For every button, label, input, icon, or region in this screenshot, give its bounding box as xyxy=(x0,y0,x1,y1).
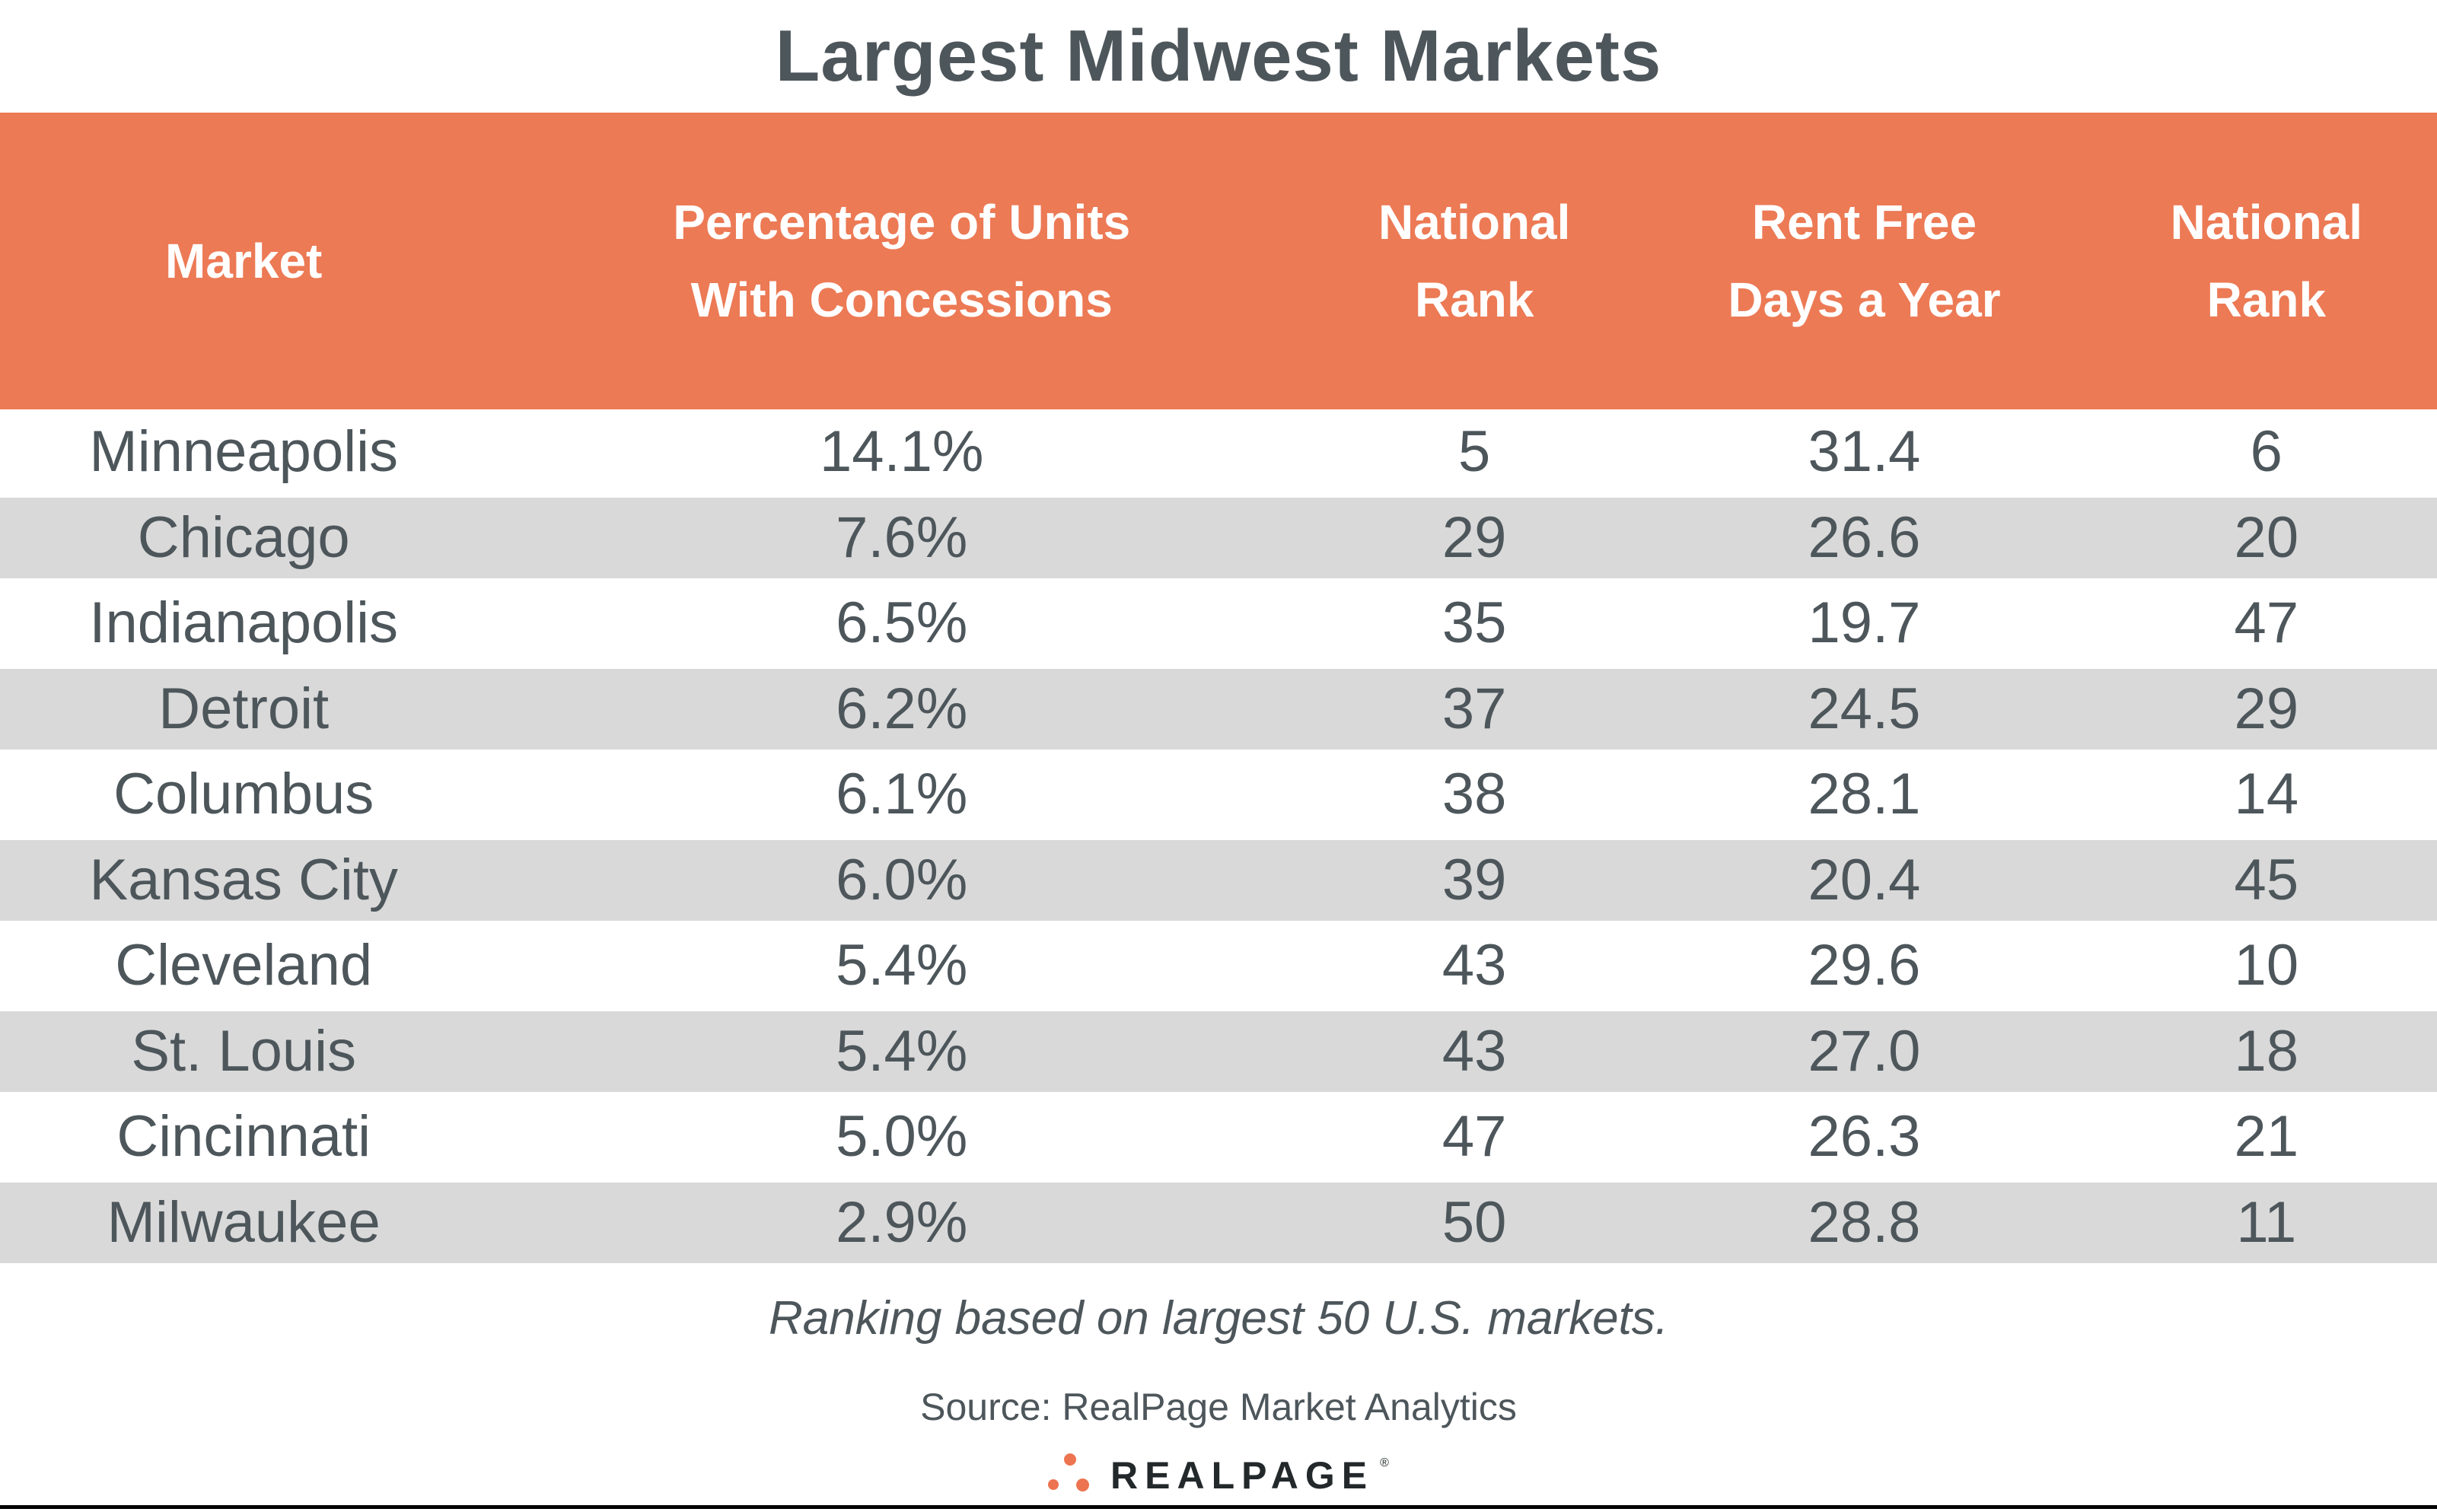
rent-free-days-cell: 26.6 xyxy=(1808,505,1921,570)
registered-trademark-icon: ® xyxy=(1380,1456,1389,1469)
market-cell: Columbus xyxy=(113,762,374,827)
column-header-line: Rank xyxy=(1414,272,1534,327)
rent-free-days-cell: 24.5 xyxy=(1808,676,1921,741)
bottom-border-line xyxy=(0,1505,2437,1509)
table-row-cincinnati: Cincinnati 5.0% 47 26.3 21 xyxy=(0,1094,2437,1180)
realpage-dots-icon xyxy=(1048,1449,1092,1502)
table-row-kansas-city: Kansas City 6.0% 39 20.4 45 xyxy=(0,837,2437,923)
concessions-cell: 2.9% xyxy=(836,1189,968,1255)
concessions-cell: 14.1% xyxy=(819,419,984,485)
concessions-cell: 6.2% xyxy=(836,676,968,741)
rent-free-days-cell: 28.1 xyxy=(1808,762,1921,827)
national-rank-2-cell: 6 xyxy=(2250,419,2282,485)
table-row-st-louis: St. Louis 5.4% 43 27.0 18 xyxy=(0,1008,2437,1094)
national-rank-2-cell: 14 xyxy=(2234,762,2299,827)
market-cell: Cincinnati xyxy=(116,1104,371,1170)
logo-dot-left xyxy=(1048,1479,1059,1490)
concessions-cell: 7.6% xyxy=(836,505,968,570)
national-rank-1-cell: 43 xyxy=(1441,1018,1507,1084)
rent-free-days-cell: 19.7 xyxy=(1808,590,1921,656)
national-rank-1-cell: 38 xyxy=(1441,762,1507,827)
national-rank-1-cell: 5 xyxy=(1458,419,1491,485)
column-header-line: Market xyxy=(165,233,323,288)
table-row-detroit: Detroit 6.2% 37 24.5 29 xyxy=(0,666,2437,752)
national-rank-1-cell: 37 xyxy=(1441,676,1507,741)
market-cell: Indianapolis xyxy=(89,590,399,656)
national-rank-1-cell: 43 xyxy=(1441,933,1507,998)
column-header-line: Rank xyxy=(2206,272,2327,327)
table-row-chicago: Chicago 7.6% 29 26.6 20 xyxy=(0,495,2437,581)
concessions-cell: 6.0% xyxy=(836,847,968,912)
table-row-cleveland: Cleveland 5.4% 43 29.6 10 xyxy=(0,923,2437,1009)
market-cell: Milwaukee xyxy=(107,1189,381,1255)
national-rank-2-cell: 20 xyxy=(2234,505,2299,570)
column-header-line: Days a Year xyxy=(1728,272,2001,327)
table-row-indianapolis: Indianapolis 6.5% 35 19.7 47 xyxy=(0,581,2437,667)
national-rank-2-cell: 47 xyxy=(2234,590,2299,656)
national-rank-1-cell: 39 xyxy=(1441,847,1507,912)
market-cell: Minneapolis xyxy=(89,419,398,485)
rent-free-days-cell: 26.3 xyxy=(1808,1104,1921,1170)
rent-free-days-cell: 29.6 xyxy=(1808,933,1921,998)
market-cell: Cleveland xyxy=(115,933,373,998)
column-header-market: Market xyxy=(0,222,487,300)
concessions-cell: 5.0% xyxy=(836,1104,968,1170)
national-rank-1-cell: 29 xyxy=(1441,505,1507,570)
column-header-line: Percentage of Units xyxy=(673,194,1131,250)
ranking-note: Ranking based on largest 50 U.S. markets… xyxy=(768,1292,1669,1345)
rent-free-days-cell: 27.0 xyxy=(1808,1018,1921,1084)
concessions-cell: 6.1% xyxy=(836,762,968,827)
rent-free-days-cell: 20.4 xyxy=(1808,847,1921,912)
realpage-wordmark: REALPAGE xyxy=(1110,1454,1375,1497)
national-rank-2-cell: 18 xyxy=(2234,1018,2299,1084)
national-rank-2-cell: 10 xyxy=(2234,933,2299,998)
concessions-cell: 5.4% xyxy=(836,1018,968,1084)
column-header-national-rank-2: National Rank xyxy=(2096,183,2437,339)
column-header-rent-free-days: Rent Free Days a Year xyxy=(1633,183,2095,339)
column-header-line: With Concessions xyxy=(690,272,1113,327)
column-header-line: Rent Free xyxy=(1751,194,1977,250)
column-header-concessions: Percentage of Units With Concessions xyxy=(487,183,1316,339)
rent-free-days-cell: 28.8 xyxy=(1808,1189,1921,1255)
source-attribution: Source: RealPage Market Analytics xyxy=(920,1386,1517,1428)
column-header-line: National xyxy=(2170,194,2363,250)
column-header-national-rank-1: National Rank xyxy=(1316,183,1633,339)
table-row-minneapolis: Minneapolis 14.1% 5 31.4 6 xyxy=(0,409,2437,495)
table-body: Minneapolis 14.1% 5 31.4 6 Chicago 7.6% … xyxy=(0,409,2437,1265)
logo-dot-right xyxy=(1076,1479,1090,1491)
title-bar: Largest Midwest Markets xyxy=(0,0,2437,113)
national-rank-2-cell: 29 xyxy=(2234,676,2299,741)
table-row-columbus: Columbus 6.1% 38 28.1 14 xyxy=(0,752,2437,838)
page-title: Largest Midwest Markets xyxy=(775,15,1662,97)
national-rank-1-cell: 35 xyxy=(1441,590,1507,656)
market-cell: Detroit xyxy=(158,676,330,741)
national-rank-1-cell: 47 xyxy=(1441,1104,1507,1170)
table-header-row: Market Percentage of Units With Concessio… xyxy=(0,113,2437,409)
national-rank-2-cell: 45 xyxy=(2234,847,2299,912)
national-rank-2-cell: 11 xyxy=(2236,1189,2297,1255)
market-cell: St. Louis xyxy=(131,1018,357,1084)
national-rank-1-cell: 50 xyxy=(1441,1189,1507,1255)
concessions-cell: 6.5% xyxy=(836,590,968,656)
concessions-cell: 5.4% xyxy=(836,933,968,998)
table-row-milwaukee: Milwaukee 2.9% 50 28.8 11 xyxy=(0,1179,2437,1265)
column-header-line: National xyxy=(1378,194,1571,250)
market-cell: Chicago xyxy=(137,505,350,570)
national-rank-2-cell: 21 xyxy=(2234,1104,2299,1170)
logo-dot-top xyxy=(1064,1453,1077,1466)
rent-free-days-cell: 31.4 xyxy=(1808,419,1921,485)
realpage-logo: REALPAGE ® xyxy=(0,1449,2437,1502)
market-cell: Kansas City xyxy=(89,847,398,912)
